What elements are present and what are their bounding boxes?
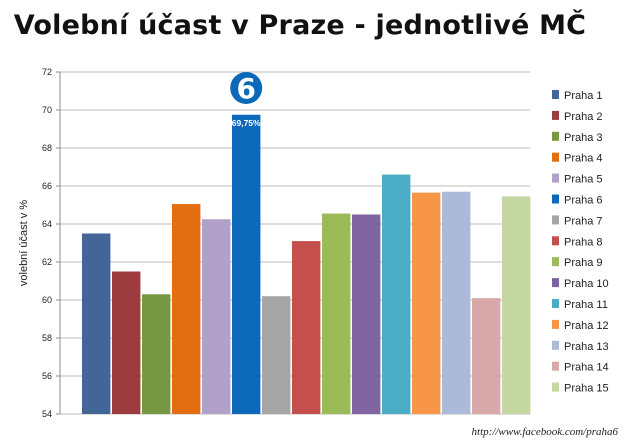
y-tick-label: 60: [42, 295, 52, 305]
legend-swatch: [552, 90, 559, 99]
legend-swatch: [552, 340, 559, 350]
legend-swatch: [552, 236, 559, 246]
y-axis-title: volební účast v %: [18, 200, 30, 286]
bars: [82, 114, 531, 414]
y-tick-label: 66: [42, 181, 52, 191]
legend-label: Praha 11: [564, 299, 608, 311]
y-axis-ticks: 54 56 58 60 62 64 66 68 70 72: [42, 67, 60, 419]
highlight-annotation: 6 69,75%: [230, 72, 263, 128]
praha6-badge-text: 6: [236, 72, 255, 105]
bar-praha-14: [472, 298, 501, 414]
y-tick-label: 68: [42, 143, 52, 153]
y-tick-label: 56: [42, 371, 52, 381]
legend-label: Praha 2: [564, 111, 603, 123]
y-tick-label: 64: [42, 219, 52, 229]
legend-label: Praha 13: [564, 341, 609, 353]
legend-label: Praha 8: [564, 236, 603, 248]
legend-label: Praha 5: [564, 174, 603, 186]
bar-praha-12: [412, 192, 441, 414]
legend-swatch: [552, 131, 559, 141]
bar-praha-7: [262, 296, 291, 414]
bar-praha-15: [502, 196, 531, 414]
legend-swatch: [552, 194, 559, 204]
legend-swatch: [552, 319, 559, 329]
legend-swatch: [552, 173, 559, 183]
y-tick-label: 62: [42, 257, 52, 267]
data-label-praha-6: 69,75%: [232, 118, 261, 128]
legend-swatch: [552, 382, 559, 392]
legend-swatch: [552, 278, 559, 288]
legend-label: Praha 15: [564, 383, 609, 395]
bar-praha-6: [232, 114, 261, 414]
legend-swatch: [552, 110, 559, 120]
legend-swatch: [552, 152, 559, 162]
legend-swatch: [552, 257, 559, 267]
legend-label: Praha 6: [564, 195, 603, 207]
bar-praha-13: [442, 191, 471, 414]
bar-praha-10: [352, 214, 381, 414]
bar-praha-1: [82, 233, 111, 414]
bar-praha-2: [112, 271, 141, 414]
footer-url: http://www.facebook.com/praha6: [471, 426, 618, 438]
chart-title: Volební účast v Praze - jednotlivé MČ: [13, 10, 587, 41]
praha6-badge: [230, 72, 263, 104]
y-tick-label: 72: [42, 67, 52, 77]
legend: Praha 1 Praha 2 Praha 3 Praha 4 Praha 5 Praha…: [552, 90, 609, 395]
bar-praha-4: [172, 204, 201, 414]
bar-praha-9: [322, 213, 351, 414]
bar-praha-11: [382, 174, 411, 414]
legend-label: Praha 1: [564, 90, 603, 102]
y-tick-label: 58: [42, 333, 52, 343]
y-tick-label: 54: [42, 409, 52, 419]
legend-swatch: [552, 215, 559, 225]
legend-label: Praha 9: [564, 257, 603, 269]
legend-swatch: [552, 299, 559, 308]
legend-label: Praha 3: [564, 132, 603, 144]
legend-label: Praha 14: [564, 362, 609, 374]
y-tick-label: 70: [42, 105, 52, 115]
legend-label: Praha 7: [564, 215, 603, 227]
legend-swatch: [552, 361, 559, 371]
legend-label: Praha 10: [564, 278, 609, 290]
bar-praha-3: [142, 294, 171, 414]
legend-label: Praha 4: [564, 153, 603, 165]
bar-praha-5: [202, 219, 231, 414]
bar-praha-8: [292, 241, 321, 414]
legend-label: Praha 12: [564, 320, 609, 332]
